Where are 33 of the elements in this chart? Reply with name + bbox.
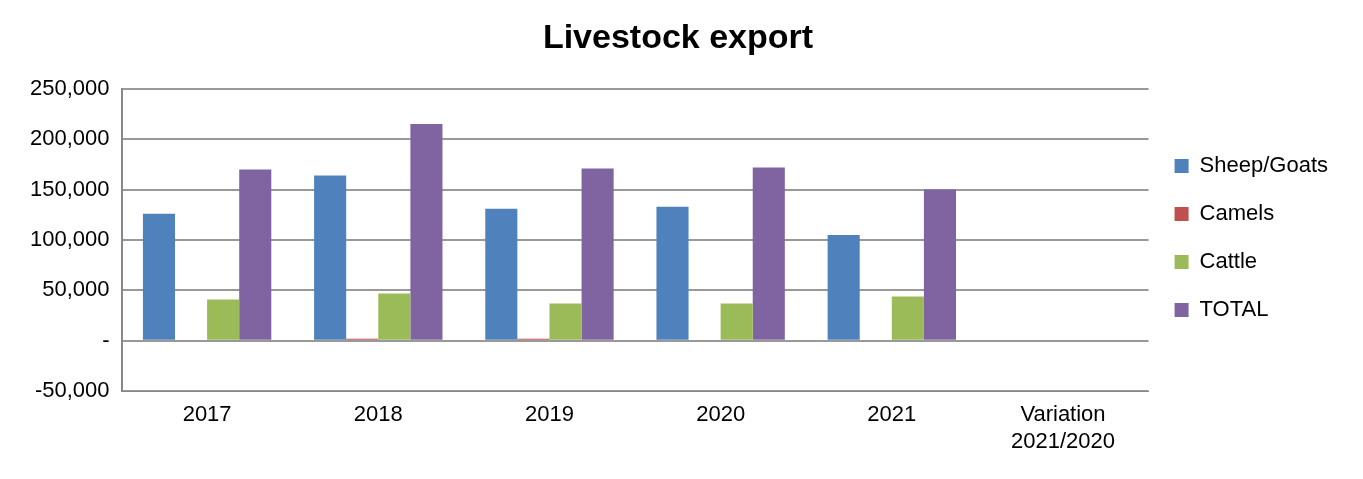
- legend-label: TOTAL: [1199, 296, 1269, 322]
- bar: [239, 169, 272, 340]
- bar: [485, 208, 518, 340]
- bar: [720, 303, 753, 340]
- y-tick-label: 150,000: [29, 175, 110, 201]
- bar: [314, 175, 347, 340]
- legend-label: Cattle: [1199, 248, 1258, 274]
- y-tick-label: -: [102, 326, 110, 352]
- x-tick-label: Variation 2021/2020: [1010, 401, 1115, 453]
- bar: [142, 213, 176, 340]
- bar: [891, 296, 924, 340]
- x-tick-label: 2018: [353, 401, 403, 427]
- y-tick-label: 250,000: [29, 74, 110, 100]
- bar: [410, 124, 443, 340]
- bar: [207, 299, 240, 340]
- y-tick-label: 100,000: [29, 226, 110, 252]
- x-tick-label: 2020: [696, 401, 746, 427]
- chart-title: Livestock export: [542, 16, 814, 55]
- x-tick-label: 2019: [524, 401, 574, 427]
- bar: [923, 189, 957, 340]
- y-tick-label: -50,000: [34, 377, 110, 403]
- bar: [581, 168, 614, 340]
- bar: [827, 234, 860, 340]
- x-tick-label: 2021: [867, 401, 917, 427]
- y-tick-label: 50,000: [42, 276, 110, 302]
- bar: [549, 303, 582, 340]
- x-tick-label: 2017: [182, 401, 232, 427]
- y-tick-label: 200,000: [29, 125, 110, 151]
- bar: [752, 167, 785, 340]
- legend-label: Sheep/Goats: [1199, 152, 1329, 178]
- legend-label: Camels: [1199, 200, 1275, 226]
- bar: [378, 293, 411, 340]
- bar: [656, 206, 689, 340]
